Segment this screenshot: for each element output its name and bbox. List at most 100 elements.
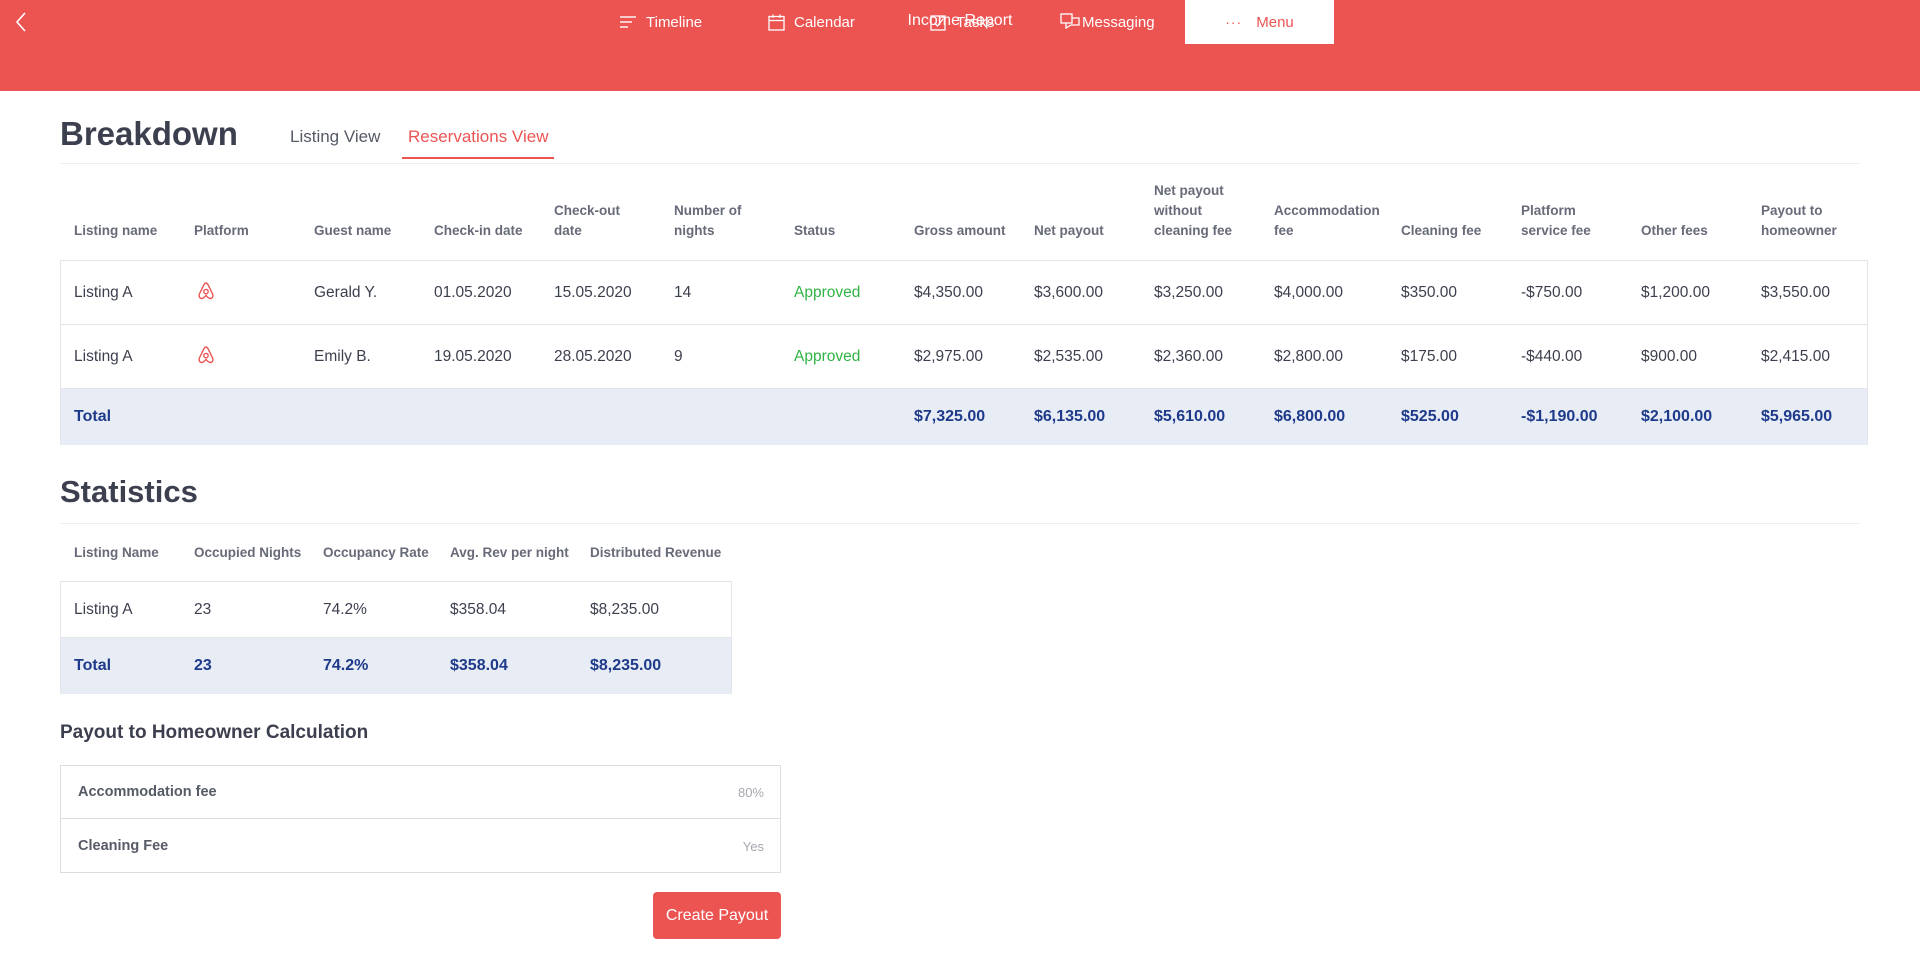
- column-header: Check-in date: [434, 223, 523, 238]
- cell-gross: $2,975.00: [914, 348, 983, 365]
- cell-payout: $3,550.00: [1761, 284, 1830, 301]
- total-gross: $7,325.00: [914, 408, 986, 425]
- payout-calculation-title: Payout to Homeowner Calculation: [60, 722, 369, 743]
- calendar-icon: [768, 14, 785, 31]
- airbnb-icon: [198, 346, 214, 364]
- cell-rate: 74.2%: [323, 601, 367, 618]
- tab-timeline[interactable]: Timeline: [619, 0, 702, 44]
- calc-label: Accommodation fee: [78, 784, 217, 800]
- cell-other: $900.00: [1641, 348, 1698, 365]
- tab-reservations-view[interactable]: Reservations View: [402, 127, 555, 159]
- cell-accommodation: $2,800.00: [1274, 348, 1343, 365]
- back-button[interactable]: [10, 10, 34, 34]
- cell-guest: Gerald Y.: [314, 284, 378, 301]
- tab-messaging-label: Messaging: [1082, 13, 1155, 31]
- cell-platform-fee: -$440.00: [1521, 348, 1583, 365]
- calc-label: Cleaning Fee: [78, 838, 169, 854]
- total-row: Total 23 74.2% $358.04 $8,235.00: [61, 638, 731, 694]
- timeline-icon: [620, 16, 636, 28]
- tab-menu[interactable]: ··· Menu: [1185, 0, 1334, 44]
- column-header: Occupied Nights: [194, 545, 302, 560]
- statistics-title: Statistics: [60, 474, 198, 509]
- column-header: Status: [794, 223, 836, 238]
- total-revenue: $8,235.00: [590, 657, 662, 674]
- cell-listing: Listing A: [74, 601, 133, 618]
- cell-nights: 9: [674, 348, 683, 365]
- breakdown-title: Breakdown: [60, 115, 238, 152]
- payout-calculation-panel: Accommodation fee 80% Cleaning Fee Yes: [60, 765, 781, 873]
- total-nights: 23: [194, 657, 212, 674]
- tab-tasks-label: Tasks: [956, 13, 995, 31]
- tab-messaging[interactable]: Messaging: [1060, 0, 1155, 44]
- cell-guest: Emily B.: [314, 348, 371, 365]
- table-row[interactable]: Listing A 23 74.2% $358.04 $8,235.00: [61, 582, 731, 638]
- calc-value: Yes: [742, 839, 764, 854]
- table-row[interactable]: Listing A Gerald Y. 01.05.2020 15.05.202…: [61, 261, 1867, 325]
- total-accommodation: $6,800.00: [1274, 408, 1346, 425]
- tab-menu-label: Menu: [1256, 13, 1294, 31]
- column-header: Net payout without cleaning fee: [1154, 183, 1233, 238]
- tab-timeline-label: Timeline: [646, 13, 703, 31]
- cell-listing: Listing A: [74, 348, 133, 365]
- column-header: Platform service fee: [1521, 203, 1591, 238]
- column-header: Accommodation fee: [1274, 203, 1380, 238]
- tab-listing-view[interactable]: Listing View: [290, 127, 381, 146]
- cell-nights: 14: [674, 284, 692, 301]
- column-header: Listing Name: [74, 545, 159, 560]
- messaging-icon: [1060, 13, 1080, 30]
- cell-nights: 23: [194, 601, 212, 618]
- more-icon: ···: [1225, 14, 1243, 30]
- total-row: Total $7,325.00 $6,135.00 $5,610.00 $6,8…: [61, 389, 1867, 445]
- page-title: Income Report: [907, 12, 1013, 29]
- divider: [60, 163, 1860, 164]
- cell-platform-fee: -$750.00: [1521, 284, 1583, 301]
- total-cleaning: $525.00: [1401, 408, 1459, 425]
- cell-listing: Listing A: [74, 284, 133, 301]
- cell-checkout: 28.05.2020: [554, 348, 632, 365]
- cell-other: $1,200.00: [1641, 284, 1710, 301]
- column-header: Gross amount: [914, 223, 1006, 238]
- calc-row-cleaning[interactable]: Cleaning Fee Yes: [61, 820, 780, 873]
- cell-net-no-cleaning: $3,250.00: [1154, 284, 1223, 301]
- total-net-no-cleaning: $5,610.00: [1154, 408, 1226, 425]
- calc-value: 80%: [737, 785, 764, 800]
- column-header: Guest name: [314, 223, 392, 238]
- tab-calendar-label: Calendar: [794, 13, 855, 31]
- cell-checkout: 15.05.2020: [554, 284, 632, 301]
- column-header: Cleaning fee: [1401, 223, 1482, 238]
- total-platform-fee: -$1,190.00: [1521, 408, 1598, 425]
- cell-cleaning: $175.00: [1401, 348, 1458, 365]
- cell-checkin: 19.05.2020: [434, 348, 512, 365]
- total-label: Total: [74, 408, 112, 425]
- cell-checkin: 01.05.2020: [434, 284, 512, 301]
- cell-revenue: $8,235.00: [590, 601, 659, 618]
- divider: [60, 523, 1860, 524]
- airbnb-icon: [198, 282, 214, 300]
- calc-row-accommodation[interactable]: Accommodation fee 80%: [61, 766, 780, 819]
- total-label: Total: [74, 657, 112, 674]
- status-badge: Approved: [794, 284, 861, 301]
- column-header: Occupancy Rate: [323, 545, 429, 560]
- tab-calendar[interactable]: Calendar: [768, 0, 855, 44]
- column-header: Net payout: [1034, 223, 1104, 238]
- statistics-table-header: Listing Name Occupied Nights Occupancy R…: [60, 535, 732, 581]
- total-payout: $5,965.00: [1761, 408, 1833, 425]
- total-other: $2,100.00: [1641, 408, 1713, 425]
- column-header: Payout to homeowner: [1761, 203, 1837, 238]
- column-header: Listing name: [74, 223, 158, 238]
- statistics-table: Listing A 23 74.2% $358.04 $8,235.00 Tot…: [60, 581, 732, 694]
- chevron-left-icon: [15, 12, 26, 32]
- cell-net: $3,600.00: [1034, 284, 1103, 301]
- app-header: Income Report Timeline Calendar Tasks Me…: [0, 0, 1920, 91]
- column-header: Avg. Rev per night: [450, 545, 569, 560]
- status-badge: Approved: [794, 348, 861, 365]
- total-rate: 74.2%: [323, 657, 369, 674]
- breakdown-table-header: Listing name Platform Guest name Check-i…: [60, 180, 1868, 260]
- create-payout-button[interactable]: Create Payout: [653, 892, 781, 939]
- tab-tasks[interactable]: Tasks: [930, 0, 994, 44]
- table-row[interactable]: Listing A Emily B. 19.05.2020 28.05.2020…: [61, 325, 1867, 389]
- column-header: Number of nights: [674, 203, 742, 238]
- total-net: $6,135.00: [1034, 408, 1106, 425]
- cell-avg: $358.04: [450, 601, 507, 618]
- cell-gross: $4,350.00: [914, 284, 983, 301]
